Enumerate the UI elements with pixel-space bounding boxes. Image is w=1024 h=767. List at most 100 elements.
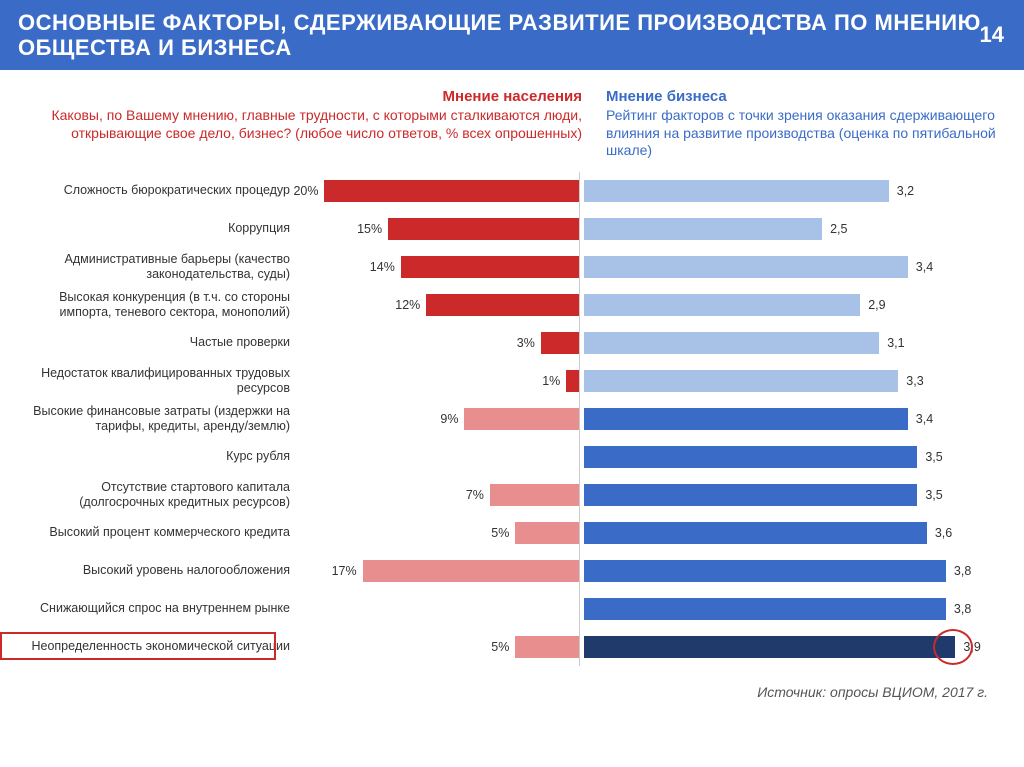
chart-row: Коррупция 15% 2,5 <box>20 210 996 248</box>
population-bar <box>515 522 579 544</box>
business-value: 3,8 <box>954 602 971 616</box>
business-bar-area: 3,4 <box>580 248 996 286</box>
business-value: 3,8 <box>954 564 971 578</box>
subhead-business-desc: Рейтинг факторов с точки зрения оказания… <box>606 107 1004 160</box>
population-bar <box>324 180 579 202</box>
slide-title: ОСНОВНЫЕ ФАКТОРЫ, СДЕРЖИВАЮЩИЕ РАЗВИТИЕ … <box>18 10 1006 61</box>
population-bar-area: 5% <box>300 514 580 552</box>
business-value: 3,9 <box>963 640 980 654</box>
subhead-business: Мнение бизнеса Рейтинг факторов с точки … <box>600 88 1004 160</box>
diverging-bar-chart: Сложность бюрократических процедур20% 3,2… <box>0 172 1024 666</box>
chart-row: Высокий уровень налогообложения17%3,8 <box>20 552 996 590</box>
business-bar-area: 3,5 <box>580 438 996 476</box>
population-bar-area: 7% <box>300 476 580 514</box>
business-bar <box>584 598 946 620</box>
population-bar-area: 15% <box>300 210 580 248</box>
row-label: Снижающийся спрос на внутреннем рынке <box>20 601 300 615</box>
subhead-business-title: Мнение бизнеса <box>606 88 1004 105</box>
business-bar <box>584 370 898 392</box>
population-value: 12% <box>395 298 420 312</box>
business-value: 3,2 <box>897 184 914 198</box>
row-label: Частые проверки <box>20 335 300 349</box>
row-label: Высокие финансовые затраты (издержки на … <box>20 404 300 433</box>
population-bar <box>515 636 579 658</box>
row-label: Коррупция <box>20 221 300 235</box>
business-bar-area: 3,8 <box>580 552 996 590</box>
population-bar-area <box>300 438 580 476</box>
row-label: Курс рубля <box>20 449 300 463</box>
chart-row: Высокие финансовые затраты (издержки на … <box>20 400 996 438</box>
subhead-population-desc: Каковы, по Вашему мнению, главные трудно… <box>40 107 582 142</box>
business-bar-area: 3,8 <box>580 590 996 628</box>
slide-header: ОСНОВНЫЕ ФАКТОРЫ, СДЕРЖИВАЮЩИЕ РАЗВИТИЕ … <box>0 0 1024 70</box>
business-value: 3,4 <box>916 260 933 274</box>
business-bar <box>584 560 946 582</box>
business-bar <box>584 484 917 506</box>
business-bar <box>584 446 917 468</box>
population-bar <box>490 484 579 506</box>
business-bar-area: 3,2 <box>580 172 996 210</box>
row-label: Высокий процент коммерческого кредита <box>20 525 300 539</box>
chart-row: Высокая конкуренция (в т.ч. со стороны и… <box>20 286 996 324</box>
page-number: 14 <box>980 22 1004 48</box>
business-value: 3,1 <box>887 336 904 350</box>
business-bar <box>584 294 860 316</box>
population-bar <box>426 294 579 316</box>
chart-row: Высокий процент коммерческого кредита5% 3… <box>20 514 996 552</box>
population-bar <box>566 370 579 392</box>
chart-row: Частые проверки3% 3,1 <box>20 324 996 362</box>
row-label: Недостаток квалифицированных трудовых ре… <box>20 366 300 395</box>
business-value: 3,6 <box>935 526 952 540</box>
business-bar <box>584 256 908 278</box>
population-bar-area: 17% <box>300 552 580 590</box>
row-label: Отсутствие стартового капитала (долгосро… <box>20 480 300 509</box>
population-value: 20% <box>293 184 318 198</box>
population-bar-area: 1% <box>300 362 580 400</box>
business-bar <box>584 180 889 202</box>
business-bar <box>584 332 879 354</box>
row-label: Сложность бюрократических процедур <box>20 183 300 197</box>
population-bar-area: 20% <box>300 172 580 210</box>
population-bar <box>464 408 579 430</box>
chart-row: Сложность бюрократических процедур20% 3,2 <box>20 172 996 210</box>
business-bar-area: 2,9 <box>580 286 996 324</box>
row-label: Неопределенность экономической ситуации <box>20 639 300 653</box>
chart-row: Отсутствие стартового капитала (долгосро… <box>20 476 996 514</box>
business-bar <box>584 636 955 658</box>
population-bar-area: 14% <box>300 248 580 286</box>
business-bar-area: 2,5 <box>580 210 996 248</box>
population-value: 15% <box>357 222 382 236</box>
business-bar-area: 3,1 <box>580 324 996 362</box>
business-bar-area: 3,5 <box>580 476 996 514</box>
business-value: 2,5 <box>830 222 847 236</box>
business-value: 3,5 <box>925 450 942 464</box>
subhead-population: Мнение населения Каковы, по Вашему мнени… <box>40 88 600 160</box>
row-label: Административные барьеры (качество закон… <box>20 252 300 281</box>
population-value: 9% <box>440 412 458 426</box>
business-value: 2,9 <box>868 298 885 312</box>
business-bar-area: 3,9 <box>580 628 996 666</box>
business-value: 3,5 <box>925 488 942 502</box>
population-value: 1% <box>542 374 560 388</box>
business-value: 3,4 <box>916 412 933 426</box>
subhead-population-title: Мнение населения <box>40 88 582 105</box>
population-value: 7% <box>466 488 484 502</box>
chart-row: Административные барьеры (качество закон… <box>20 248 996 286</box>
population-bar <box>388 218 579 240</box>
population-bar-area: 3% <box>300 324 580 362</box>
population-bar-area: 9% <box>300 400 580 438</box>
population-bar-area: 5% <box>300 628 580 666</box>
business-bar-area: 3,3 <box>580 362 996 400</box>
chart-row: Снижающийся спрос на внутреннем рынке 3,8 <box>20 590 996 628</box>
chart-row: Неопределенность экономической ситуации 5… <box>20 628 996 666</box>
population-bar <box>541 332 579 354</box>
business-bar <box>584 218 822 240</box>
population-value: 17% <box>332 564 357 578</box>
population-value: 5% <box>491 640 509 654</box>
chart-row: Недостаток квалифицированных трудовых ре… <box>20 362 996 400</box>
business-bar-area: 3,6 <box>580 514 996 552</box>
business-bar-area: 3,4 <box>580 400 996 438</box>
subheadings: Мнение населения Каковы, по Вашему мнени… <box>0 88 1024 160</box>
population-bar <box>401 256 579 278</box>
population-bar <box>363 560 579 582</box>
